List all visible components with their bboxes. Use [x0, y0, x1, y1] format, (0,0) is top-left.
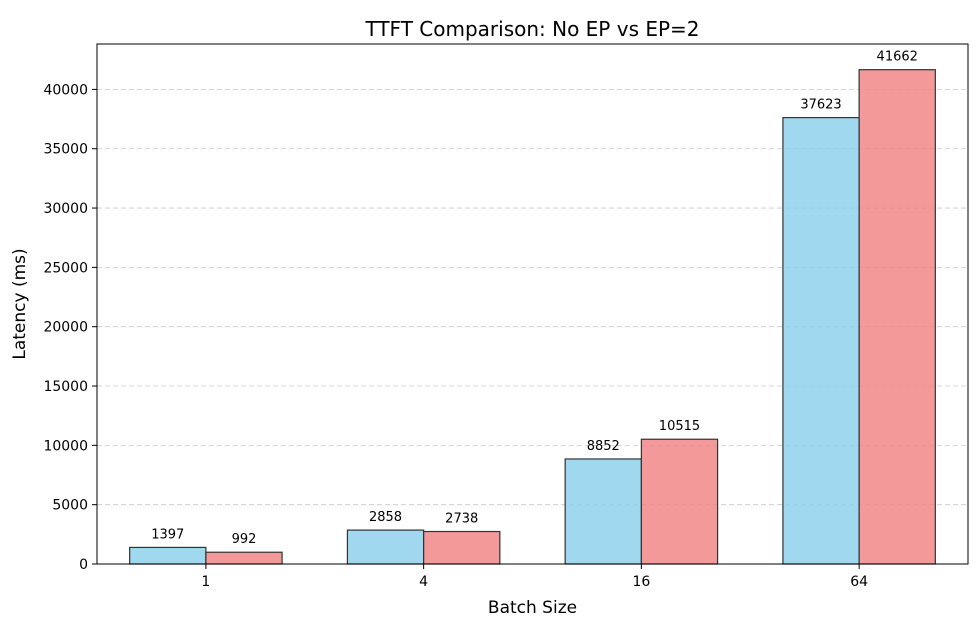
bar-value-label: 37623 — [800, 98, 841, 113]
bar-value-label: 8852 — [587, 439, 620, 454]
y-tick-label: 0 — [79, 557, 88, 573]
plot-frame — [96, 43, 969, 565]
y-tick-label: 5000 — [52, 498, 88, 514]
bars — [129, 69, 936, 565]
bar-value-label: 1397 — [151, 527, 184, 542]
bar — [129, 546, 207, 565]
axes: 0 5000 10000 15000 20000 25000 30000 35000 40000… — [43, 43, 969, 590]
grid-lines — [97, 88, 968, 506]
y-tick-label: 20000 — [43, 320, 88, 336]
data-labels: 1397 992 2858 2738 8852 10515 37623 41662 — [151, 50, 918, 548]
bar — [564, 458, 642, 565]
x-tick-label: 1 — [201, 574, 210, 590]
y-tick-label: 40000 — [43, 82, 88, 98]
x-tick-label: 4 — [419, 574, 428, 590]
x-axis-label: Batch Size — [488, 598, 577, 618]
y-axis-label: Latency (ms) — [10, 248, 30, 359]
bar — [205, 551, 283, 565]
bar — [858, 69, 936, 565]
bar-value-label: 2858 — [369, 510, 402, 525]
bar-value-label: 41662 — [877, 50, 918, 65]
bar-value-label: 992 — [232, 532, 257, 547]
x-tick-label: 16 — [632, 574, 650, 590]
bar — [423, 530, 501, 565]
chart-title: TTFT Comparison: No EP vs EP=2 — [364, 17, 699, 41]
bar-value-label: 2738 — [445, 512, 478, 527]
y-tick-label: 35000 — [43, 142, 88, 158]
y-tick-label: 15000 — [43, 379, 88, 395]
bar-value-label: 10515 — [659, 419, 700, 434]
bar — [346, 529, 425, 565]
x-tick-label: 64 — [850, 574, 868, 590]
y-tick-label: 30000 — [43, 201, 88, 217]
y-tick-label: 25000 — [43, 260, 88, 276]
bar — [640, 438, 719, 565]
y-tick-label: 10000 — [43, 438, 88, 454]
bar — [782, 116, 860, 565]
